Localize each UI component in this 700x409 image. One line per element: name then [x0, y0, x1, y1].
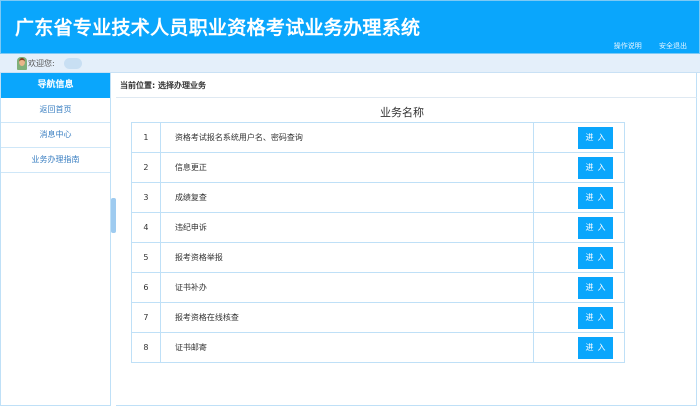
- row-number: 7: [131, 302, 161, 333]
- table-row: 8 证书邮寄 进入: [131, 332, 625, 363]
- sidebar-item-guide[interactable]: 业务办理指南: [1, 148, 110, 173]
- content-area: [116, 98, 697, 406]
- row-number: 5: [131, 242, 161, 273]
- help-link[interactable]: 操作说明: [613, 42, 642, 50]
- row-number: 8: [131, 332, 161, 363]
- row-number: 6: [131, 272, 161, 303]
- enter-button[interactable]: 进入: [578, 246, 614, 269]
- enter-button[interactable]: 进入: [578, 186, 614, 209]
- username-redacted: [64, 58, 82, 69]
- sidebar-item-home[interactable]: 返回首页: [1, 98, 110, 123]
- business-name: 违纪申诉: [159, 212, 535, 243]
- business-name: 报考资格举报: [159, 242, 535, 273]
- table-row: 1 资格考试报名系统用户名、密码查询 进入: [131, 122, 625, 153]
- enter-button[interactable]: 进入: [578, 336, 614, 359]
- table-row: 5 报考资格举报 进入: [131, 242, 625, 273]
- row-number: 2: [131, 152, 161, 183]
- header: 广东省专业技术人员职业资格考试业务办理系统 操作说明 安全退出: [0, 0, 700, 54]
- row-number: 4: [131, 212, 161, 243]
- row-number: 1: [131, 122, 161, 153]
- sidebar-title: 导航信息: [1, 73, 110, 98]
- logout-link[interactable]: 安全退出: [659, 42, 687, 50]
- enter-button[interactable]: 进入: [578, 156, 614, 179]
- table-row: 6 证书补办 进入: [131, 272, 625, 303]
- business-name: 成绩复查: [159, 182, 535, 213]
- business-name: 证书邮寄: [159, 332, 535, 363]
- app-title: 广东省专业技术人员职业资格考试业务办理系统: [15, 17, 421, 39]
- business-name: 资格考试报名系统用户名、密码查询: [159, 122, 535, 153]
- action-cell: 进入: [533, 332, 625, 363]
- welcome-bar: 欢迎您:: [0, 54, 700, 73]
- header-links: 操作说明 安全退出: [599, 41, 687, 51]
- action-cell: 进入: [533, 272, 625, 303]
- enter-button[interactable]: 进入: [578, 216, 614, 239]
- sidebar: 导航信息 返回首页 消息中心 业务办理指南: [0, 73, 111, 406]
- business-name: 报考资格在线核查: [159, 302, 535, 333]
- enter-button[interactable]: 进入: [578, 276, 614, 299]
- breadcrumb: 当前位置: 选择办理业务: [116, 73, 697, 98]
- row-number: 3: [131, 182, 161, 213]
- business-name: 信息更正: [159, 152, 535, 183]
- enter-button[interactable]: 进入: [578, 306, 614, 329]
- sidebar-collapse-handle[interactable]: [111, 198, 116, 233]
- action-cell: 进入: [533, 182, 625, 213]
- user-avatar-icon: [17, 57, 27, 70]
- enter-button[interactable]: 进入: [578, 126, 614, 149]
- table-row: 3 成绩复查 进入: [131, 182, 625, 213]
- action-cell: 进入: [533, 302, 625, 333]
- welcome-label: 欢迎您:: [28, 59, 55, 68]
- sidebar-item-messages[interactable]: 消息中心: [1, 123, 110, 148]
- business-name: 证书补办: [159, 272, 535, 303]
- table-row: 2 信息更正 进入: [131, 152, 625, 183]
- action-cell: 进入: [533, 152, 625, 183]
- business-table: 1 资格考试报名系统用户名、密码查询 进入 2 信息更正 进入 3 成绩复查 进入 4…: [131, 122, 625, 363]
- action-cell: 进入: [533, 122, 625, 153]
- table-title: 业务名称: [380, 106, 424, 119]
- table-row: 7 报考资格在线核查 进入: [131, 302, 625, 333]
- table-row: 4 违纪申诉 进入: [131, 212, 625, 243]
- action-cell: 进入: [533, 242, 625, 273]
- action-cell: 进入: [533, 212, 625, 243]
